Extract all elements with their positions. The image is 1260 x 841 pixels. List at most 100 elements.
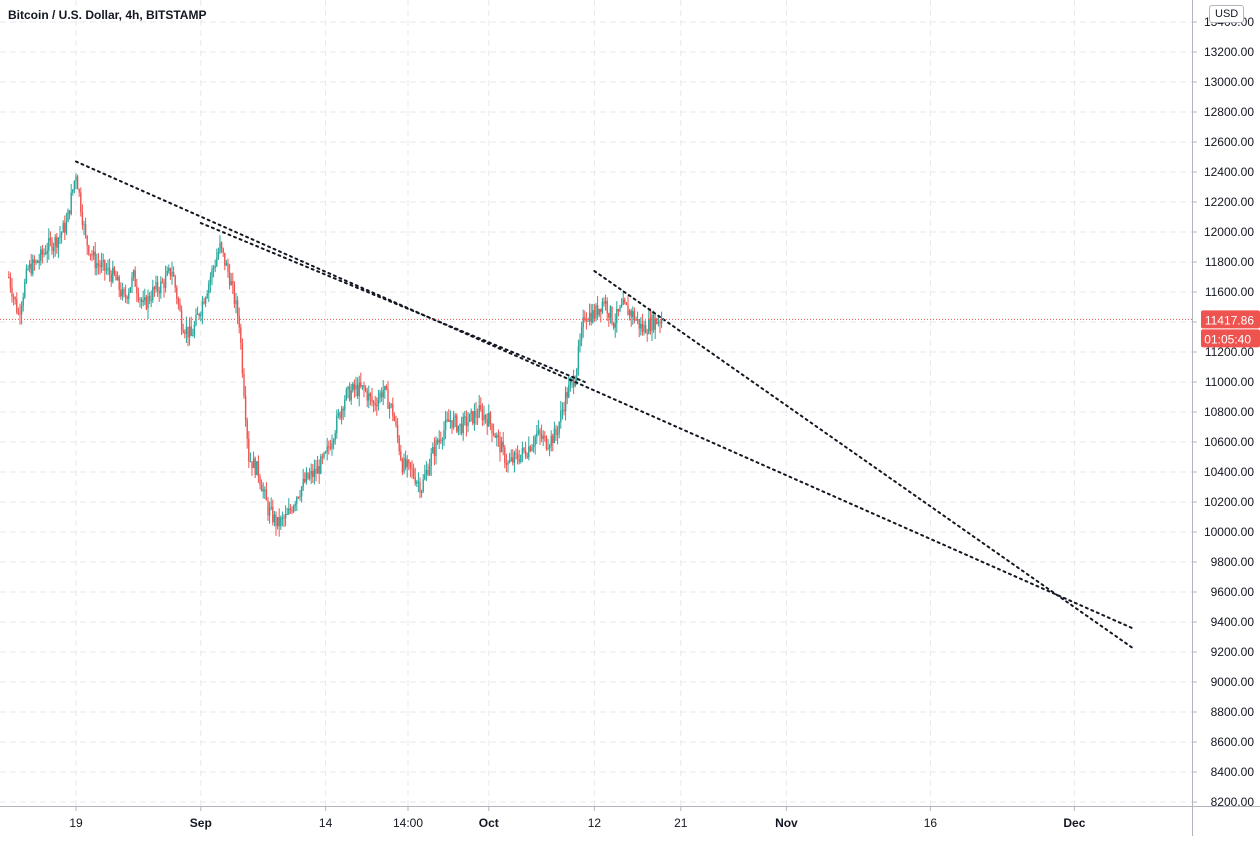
- candle-down: [505, 462, 508, 465]
- price-tick-label: 9200.00: [1211, 645, 1255, 659]
- price-tick-label: 11000.00: [1205, 375, 1254, 389]
- candle-down: [220, 242, 223, 249]
- candle-up: [27, 268, 29, 270]
- candle-down: [118, 276, 120, 291]
- candle-up: [280, 517, 282, 527]
- candle-down: [227, 263, 229, 273]
- candle-down: [633, 311, 636, 321]
- candle-down: [600, 308, 602, 313]
- time-tick-label: 16: [924, 816, 938, 830]
- trendlines[interactable]: [75, 160, 1133, 649]
- candle-up: [579, 340, 581, 347]
- candle-up: [628, 310, 631, 316]
- candle-up: [542, 436, 544, 439]
- candle-down: [9, 277, 12, 288]
- candle-up: [337, 412, 340, 416]
- candle-down: [518, 459, 520, 462]
- candle-down: [228, 272, 231, 285]
- price-tick-label: 12000.00: [1204, 225, 1254, 239]
- candle-up: [377, 398, 380, 407]
- candle-up: [361, 385, 364, 387]
- candle-up: [96, 263, 98, 269]
- candle-up: [60, 232, 63, 236]
- candle-up: [75, 176, 77, 181]
- time-tick-label: 12: [588, 816, 602, 830]
- candle-up: [601, 301, 604, 313]
- candle-down: [14, 297, 16, 300]
- trendline-2[interactable]: [199, 222, 586, 383]
- candle-up: [211, 269, 213, 278]
- candle-up: [564, 392, 567, 412]
- candle-up: [102, 260, 104, 263]
- price-tick-label: 13200.00: [1204, 45, 1254, 59]
- candle-down: [502, 441, 504, 448]
- candle-up: [252, 458, 255, 469]
- candle-up: [619, 306, 621, 312]
- candle-down: [11, 287, 13, 297]
- candle-down: [486, 419, 488, 427]
- candle-down: [646, 333, 648, 335]
- candle-down: [174, 276, 176, 288]
- candle-up: [201, 301, 204, 315]
- candle-down: [304, 478, 306, 482]
- candle-down: [524, 450, 527, 457]
- candle-down: [272, 506, 274, 523]
- candle-down: [241, 343, 244, 374]
- candle-down: [516, 453, 519, 460]
- candle-up: [643, 325, 645, 332]
- candle-up: [449, 420, 452, 422]
- candle-up: [457, 425, 460, 432]
- candle-down: [374, 403, 376, 406]
- candle-down: [318, 466, 320, 474]
- candle-down: [593, 310, 596, 319]
- candle-down: [36, 260, 39, 263]
- candle-down: [44, 252, 47, 254]
- candle-up: [470, 411, 472, 414]
- candle-down: [627, 304, 629, 316]
- candle-down: [491, 423, 493, 434]
- candle-up: [534, 436, 536, 445]
- candle-up: [73, 180, 76, 190]
- candle-up: [150, 300, 152, 302]
- candle-down: [203, 301, 205, 304]
- candle-down: [19, 313, 21, 315]
- candle-up: [587, 320, 589, 322]
- candle-down: [652, 314, 655, 330]
- candle-up: [582, 317, 584, 328]
- candle-up: [65, 221, 68, 233]
- candle-up: [107, 267, 109, 270]
- candle-down: [480, 405, 482, 410]
- currency-button[interactable]: USD: [1209, 5, 1245, 23]
- candle-up: [468, 413, 471, 422]
- trendline-1[interactable]: [75, 160, 1133, 629]
- candle-up: [459, 423, 461, 426]
- candle-down: [275, 514, 277, 527]
- candle-up: [553, 428, 556, 444]
- candle-up: [406, 460, 408, 468]
- time-tick-label: Oct: [479, 816, 499, 830]
- candle-down: [88, 245, 90, 254]
- candle-up: [632, 311, 634, 318]
- candle-down: [596, 305, 599, 316]
- candle-down: [254, 458, 256, 475]
- candle-up: [614, 323, 616, 328]
- candle-down: [76, 176, 79, 190]
- candle-down: [552, 435, 554, 444]
- candle-up: [100, 262, 103, 268]
- candle-down: [240, 327, 242, 344]
- candle-up: [336, 415, 338, 434]
- candle-down: [12, 296, 15, 298]
- candle-down: [540, 434, 543, 439]
- candle-down: [56, 236, 58, 248]
- candle-down: [8, 277, 10, 278]
- candle-up: [40, 249, 42, 261]
- candle-up: [467, 421, 469, 427]
- candle-up: [214, 266, 216, 268]
- price-tick-label: 12800.00: [1204, 105, 1254, 119]
- candle-up: [302, 478, 304, 487]
- trendline-3[interactable]: [593, 270, 1133, 649]
- candle-down: [395, 420, 397, 426]
